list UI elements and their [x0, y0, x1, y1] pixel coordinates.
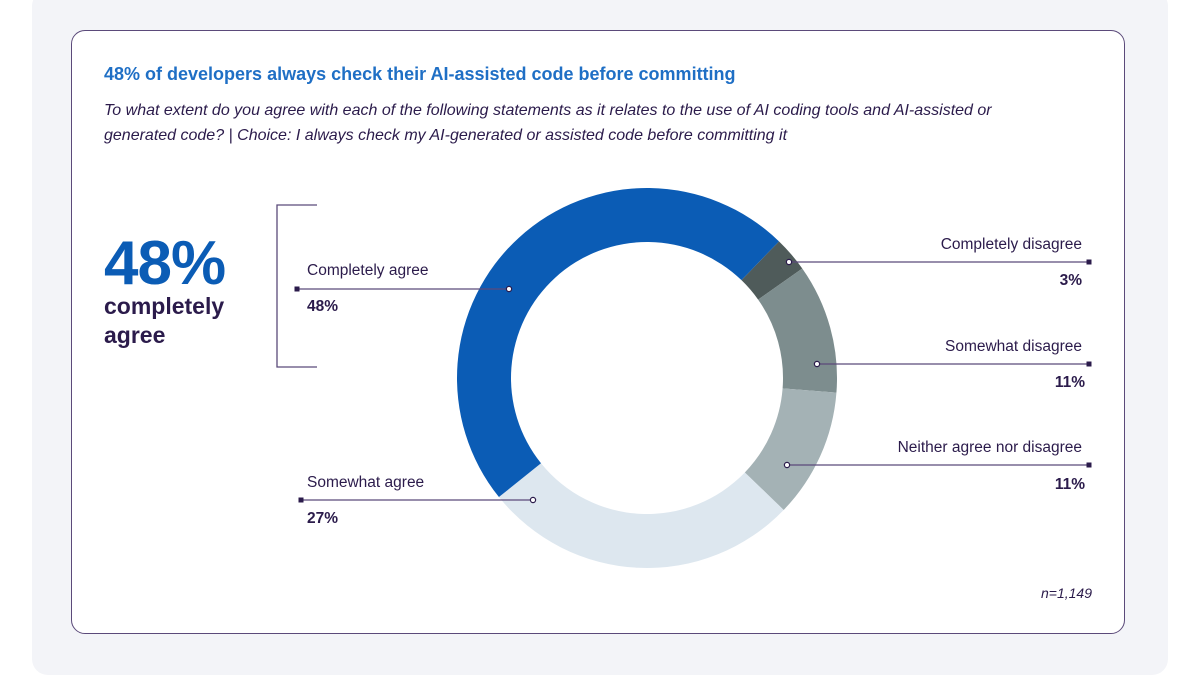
chart-subtitle: To what extent do you agree with each of…: [104, 102, 992, 144]
label-neither: Neither agree nor disagree: [897, 439, 1082, 456]
donut-slice-completely-agree: [456, 187, 779, 498]
callout-text: completely agree: [104, 293, 225, 348]
callout-value: 48%: [104, 229, 226, 298]
leader-line-somewhat-agree: [298, 496, 537, 504]
label-somewhat-disagree: Somewhat disagree: [945, 338, 1082, 355]
value-completely-disagree: 3%: [1059, 272, 1082, 289]
leader-line-completely-disagree: [785, 258, 1092, 266]
value-somewhat-agree: 27%: [307, 510, 339, 527]
sample-size-note: n=1,149: [1041, 585, 1092, 601]
value-somewhat-disagree: 11%: [1054, 374, 1085, 391]
leader-line-completely-agree: [294, 285, 513, 293]
label-somewhat-agree: Somewhat agree: [307, 474, 425, 491]
leader-line-somewhat-disagree: [813, 360, 1092, 368]
label-completely-disagree: Completely disagree: [940, 236, 1082, 253]
value-neither: 11%: [1054, 476, 1085, 493]
donut-slice-completely-disagree: [741, 241, 803, 300]
callout-bracket: [276, 204, 317, 368]
donut-slice-neither-agree-nor-disagree: [744, 388, 837, 510]
leader-line-neither-agree-nor-disagree: [783, 461, 1092, 469]
label-completely-agree: Completely agree: [307, 262, 429, 279]
donut-slice-somewhat-agree: [498, 463, 784, 569]
chart-title: 48% of developers always check their AI-…: [104, 64, 736, 84]
value-completely-agree: 48%: [307, 298, 339, 315]
